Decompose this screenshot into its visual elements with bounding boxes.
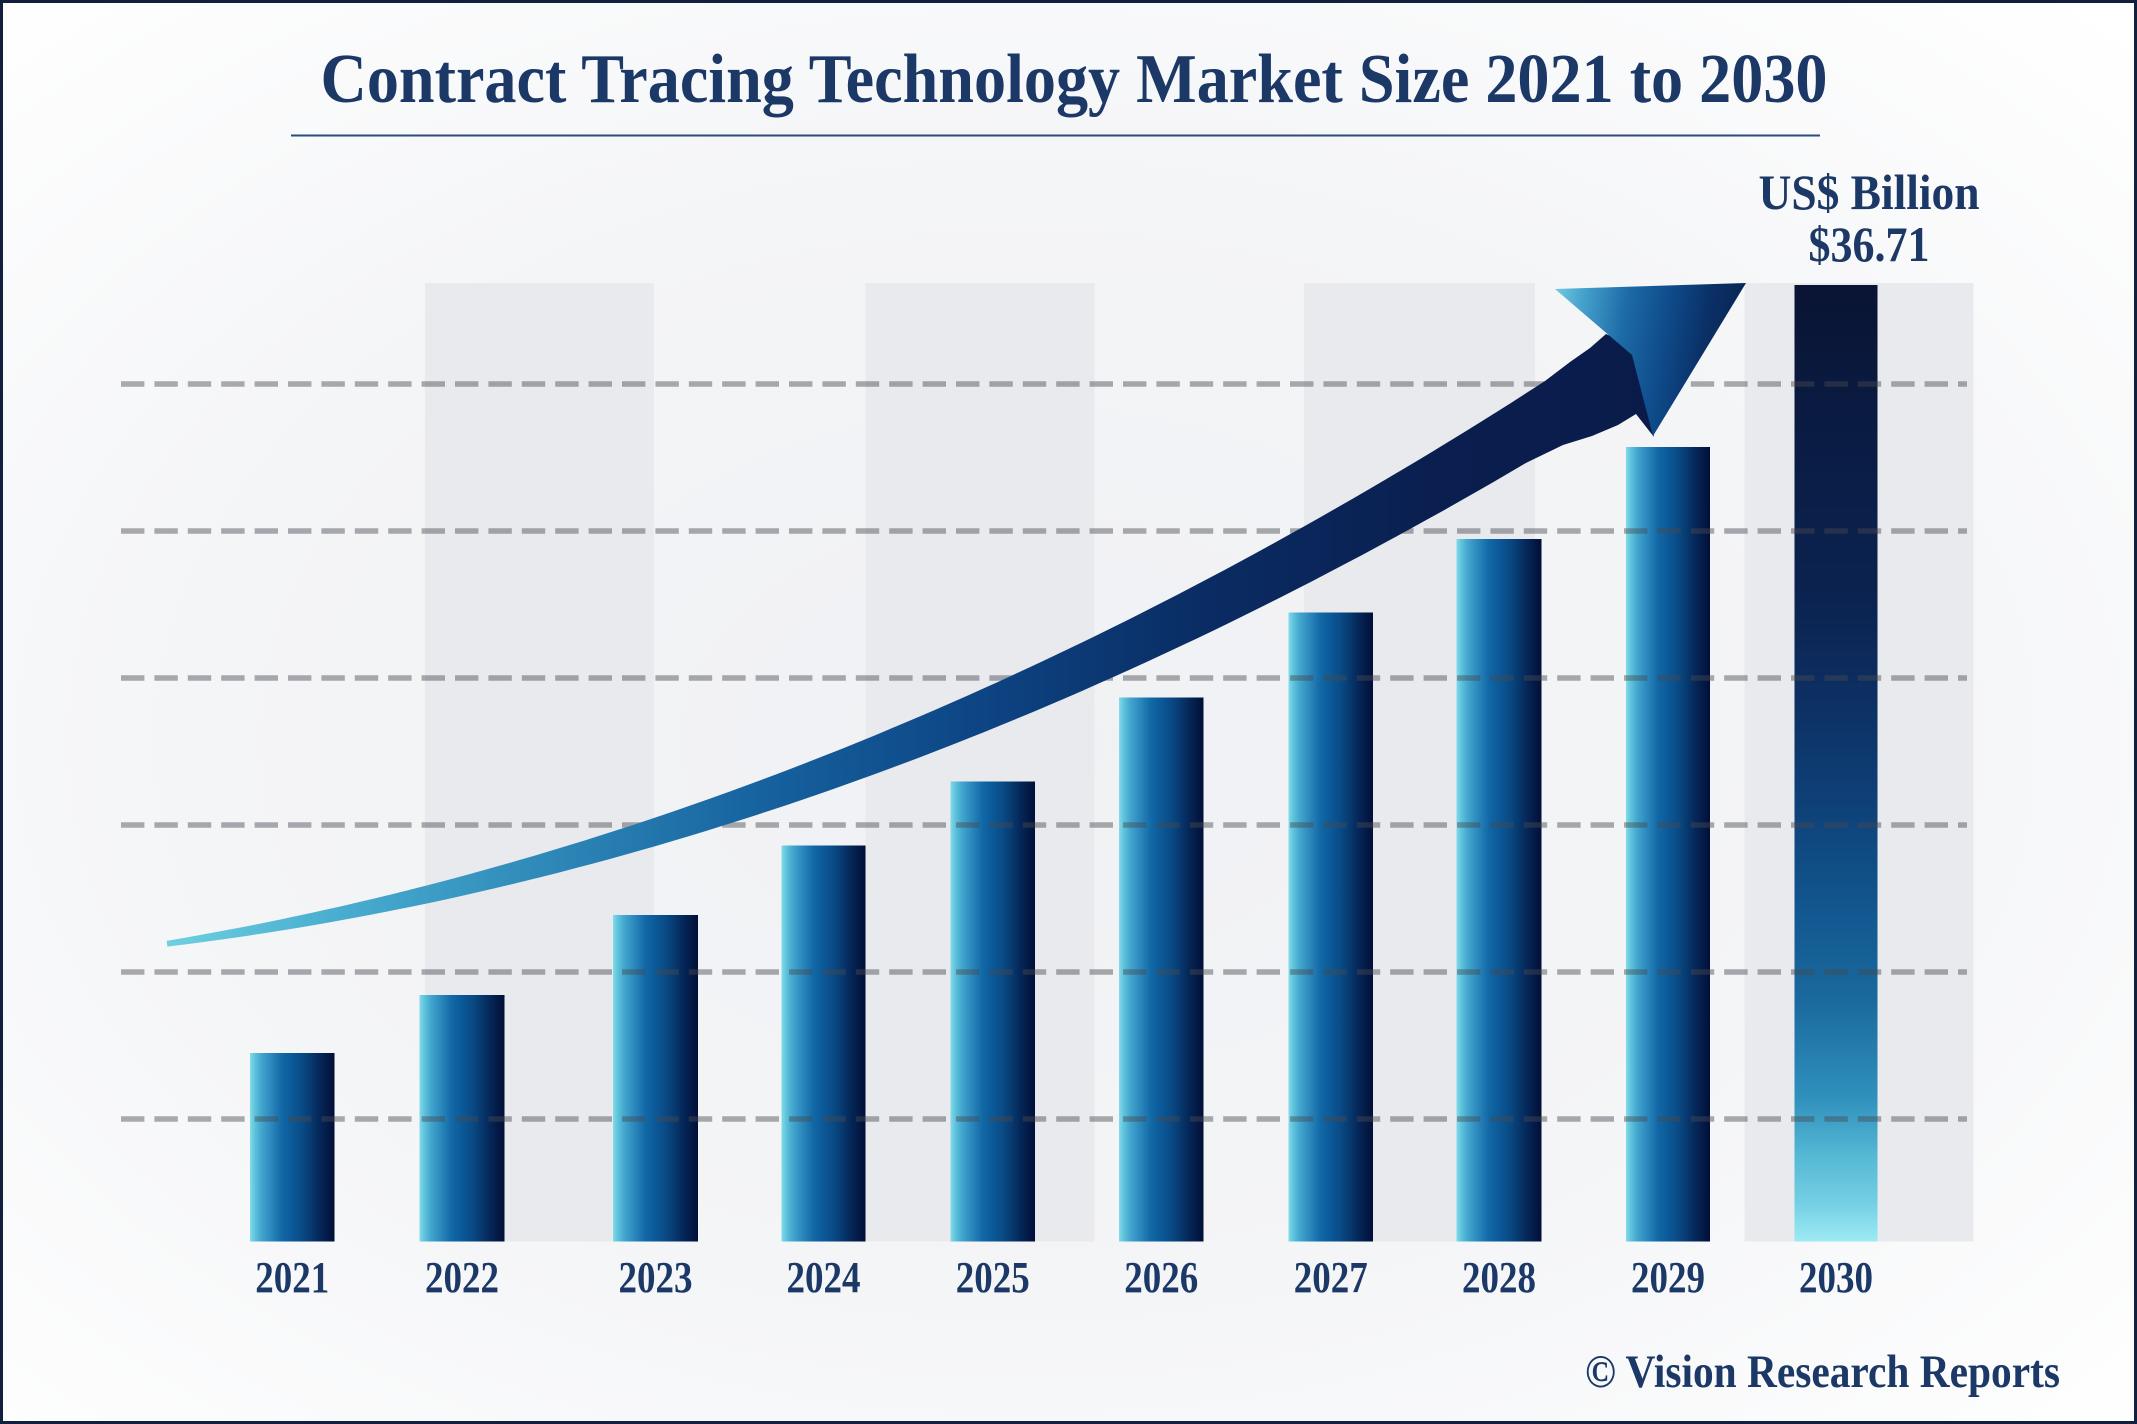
svg-text:US$ Billion: US$ Billion bbox=[1759, 164, 1980, 220]
svg-text:2024: 2024 bbox=[787, 1253, 861, 1302]
svg-text:2030: 2030 bbox=[1799, 1253, 1873, 1302]
svg-text:2027: 2027 bbox=[1294, 1253, 1368, 1302]
svg-text:2028: 2028 bbox=[1462, 1253, 1536, 1302]
svg-text:2029: 2029 bbox=[1631, 1253, 1705, 1302]
svg-text:2026: 2026 bbox=[1124, 1253, 1198, 1302]
svg-text:$36.71: $36.71 bbox=[1809, 216, 1930, 272]
svg-text:Contract Tracing Technology Ma: Contract Tracing Technology Market Size … bbox=[321, 41, 1828, 118]
svg-text:2025: 2025 bbox=[956, 1253, 1030, 1302]
svg-text:© Vision Research Reports: © Vision Research Reports bbox=[1585, 1346, 2060, 1398]
svg-text:2023: 2023 bbox=[619, 1253, 693, 1302]
svg-text:2021: 2021 bbox=[255, 1253, 329, 1302]
svg-text:2022: 2022 bbox=[425, 1253, 499, 1302]
